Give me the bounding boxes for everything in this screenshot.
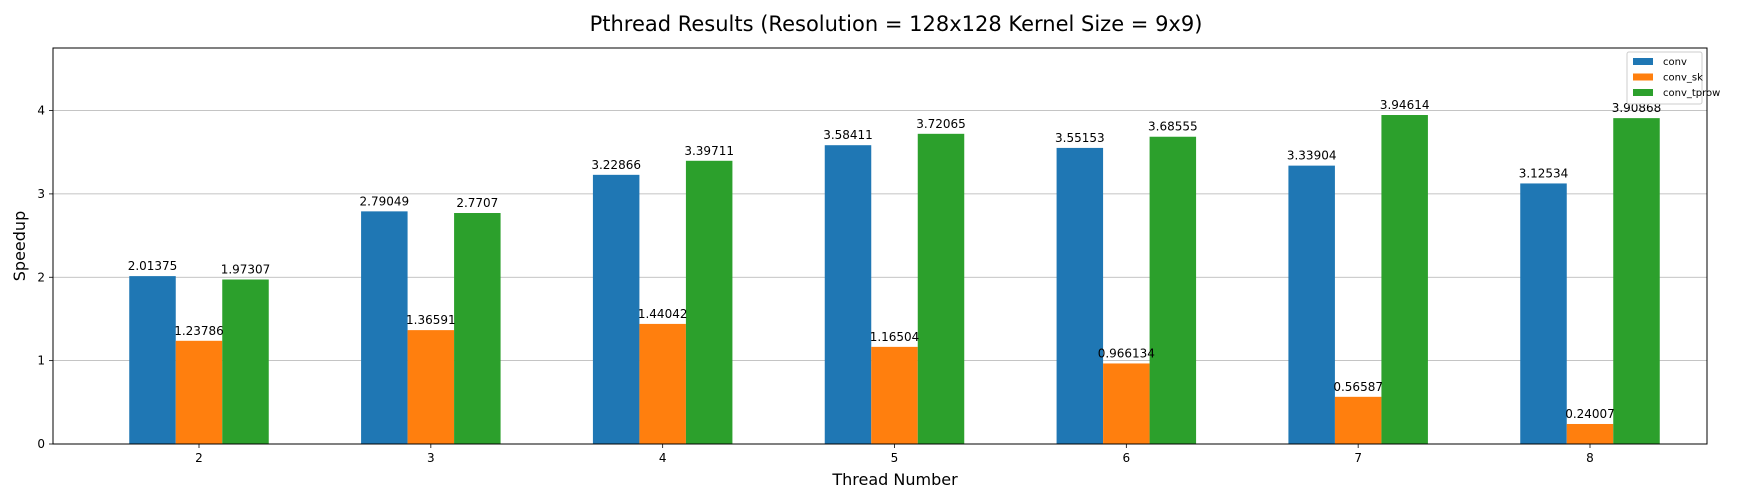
bar-value-label: 3.55153 <box>1055 131 1105 145</box>
legend: conv conv_sk conv_tprow <box>1626 51 1720 105</box>
plot-frame <box>52 47 1708 445</box>
legend-swatch <box>1633 73 1653 81</box>
bar-conv_tprow <box>1613 118 1660 444</box>
bar-value-label: 1.97307 <box>221 263 271 277</box>
bar-conv_tprow <box>917 133 965 444</box>
bar-value-label: 1.44042 <box>638 307 688 321</box>
y-tick-label: 3 <box>37 187 45 201</box>
bar-value-label: 3.72065 <box>916 117 966 131</box>
bar-value-label: 0.24007 <box>1565 407 1615 421</box>
x-tick-label: 7 <box>1354 451 1362 465</box>
bar-conv_sk <box>407 330 455 444</box>
bar-value-label: 3.33904 <box>1287 149 1337 163</box>
bar-value-label: 2.01375 <box>128 259 178 273</box>
x-tick-label: 2 <box>195 451 203 465</box>
bar-labels: 2.01375 1.23786 1.97307 2.79049 1.36591 2.770… <box>128 98 1662 421</box>
bar-conv <box>129 276 176 444</box>
bar-conv_sk <box>639 323 686 444</box>
legend-label: conv <box>1663 57 1687 68</box>
x-tick-label: 5 <box>891 451 899 465</box>
bars <box>129 115 1660 444</box>
bar-conv_tprow <box>1381 115 1428 444</box>
bar-value-label: 3.39711 <box>684 144 734 158</box>
legend-label: conv_tprow <box>1663 88 1720 99</box>
x-tick-label: 4 <box>659 451 667 465</box>
bar-conv_tprow <box>222 279 269 444</box>
bar-value-label: 3.94614 <box>1380 98 1430 112</box>
bar-conv_tprow <box>1149 136 1197 444</box>
bar-conv_sk <box>1103 363 1150 444</box>
bar-conv <box>1056 147 1104 444</box>
bar-value-label: 1.36591 <box>406 313 456 327</box>
bar-value-label: 2.79049 <box>360 194 410 208</box>
y-tick-label: 4 <box>37 104 45 118</box>
x-tick-label: 8 <box>1586 451 1594 465</box>
legend-label: conv_sk <box>1663 73 1703 84</box>
bar-conv_sk <box>175 340 223 444</box>
grid <box>53 110 1707 362</box>
legend-swatch <box>1633 89 1653 96</box>
x-tick-label: 6 <box>1123 451 1131 465</box>
bar-conv <box>824 145 872 444</box>
x-axis-label: Thread Number <box>831 470 958 489</box>
bar-value-label: 3.68555 <box>1148 120 1198 134</box>
legend-swatch <box>1633 58 1653 65</box>
bar-value-label: 1.23786 <box>174 324 224 338</box>
bar-conv_tprow <box>454 213 501 444</box>
bar-conv_sk <box>871 346 918 444</box>
bar-value-label: 3.58411 <box>823 128 873 142</box>
x-ticks: 2 3 4 5 6 7 8 <box>195 444 1594 465</box>
y-ticks: 0 1 2 3 4 <box>37 104 53 451</box>
bar-conv_tprow <box>685 160 733 444</box>
x-tick-label: 3 <box>427 451 435 465</box>
bar-value-label: 0.56587 <box>1333 380 1383 394</box>
bar-value-label: 2.7707 <box>456 196 498 210</box>
y-tick-label: 1 <box>37 354 45 368</box>
y-tick-label: 0 <box>37 437 45 451</box>
bar-value-label: 0.966134 <box>1098 346 1155 360</box>
bar-conv <box>361 211 408 444</box>
y-tick-label: 2 <box>37 270 45 284</box>
bar-conv_sk <box>1566 423 1614 444</box>
y-axis-label: Speedup <box>10 211 29 281</box>
bar-conv <box>1520 183 1567 444</box>
bar-conv_sk <box>1334 396 1382 444</box>
bar-value-label: 3.12534 <box>1519 166 1569 180</box>
bar-conv <box>592 174 640 444</box>
chart-title: Pthread Results (Resolution = 128x128 Ke… <box>590 12 1203 36</box>
bar-value-label: 3.22866 <box>591 158 641 172</box>
bar-value-label: 1.16504 <box>870 330 920 344</box>
bar-conv <box>1288 165 1335 444</box>
bar-value-label: 3.90868 <box>1612 101 1662 115</box>
